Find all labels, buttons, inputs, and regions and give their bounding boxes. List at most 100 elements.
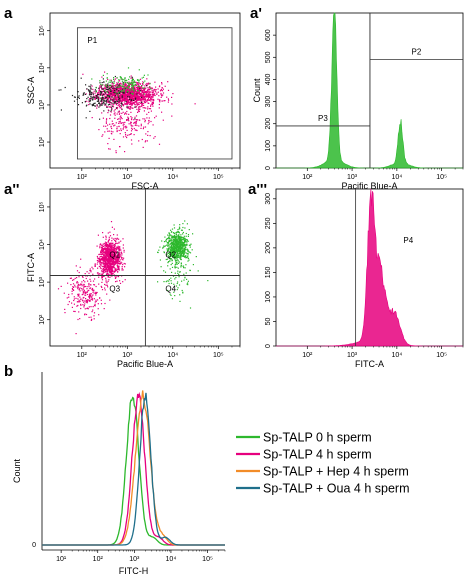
scatter-point bbox=[122, 78, 124, 80]
scatter-point bbox=[93, 298, 95, 300]
scatter-point bbox=[100, 100, 102, 102]
scatter-point bbox=[120, 261, 122, 263]
scatter-point bbox=[131, 77, 134, 79]
scatter-point bbox=[114, 247, 116, 250]
scatter-point bbox=[107, 87, 109, 89]
scatter-point bbox=[130, 75, 132, 77]
scatter-point bbox=[136, 98, 138, 100]
x-tick-label: 10³ bbox=[122, 352, 133, 359]
scatter-point bbox=[170, 243, 172, 245]
scatter-point bbox=[170, 254, 172, 256]
scatter-point bbox=[86, 104, 88, 106]
scatter-point bbox=[140, 88, 142, 90]
scatter-point bbox=[113, 228, 115, 230]
scatter-point bbox=[130, 125, 133, 127]
scatter-point bbox=[167, 245, 169, 247]
scatter-point bbox=[72, 286, 74, 288]
scatter-point bbox=[118, 258, 120, 260]
scatter-point bbox=[108, 106, 111, 108]
scatter-point bbox=[141, 104, 143, 106]
scatter-point bbox=[101, 255, 103, 258]
scatter-point bbox=[99, 247, 101, 249]
scatter-point bbox=[181, 240, 183, 242]
quadrant-label: Q3 bbox=[109, 285, 120, 294]
scatter-point bbox=[135, 104, 137, 106]
scatter-point bbox=[160, 89, 162, 91]
scatter-point bbox=[119, 118, 121, 120]
scatter-point bbox=[171, 298, 173, 300]
scatter-point bbox=[165, 258, 167, 261]
scatter-point bbox=[110, 86, 113, 88]
scatter-point bbox=[142, 118, 144, 120]
scatter-point bbox=[117, 96, 119, 98]
scatter-point bbox=[98, 89, 100, 91]
scatter-point bbox=[117, 88, 119, 90]
scatter-point bbox=[144, 80, 146, 82]
scatter-point bbox=[130, 91, 132, 93]
scatter-point bbox=[179, 255, 182, 257]
scatter-point bbox=[127, 94, 129, 96]
scatter-point bbox=[100, 263, 102, 265]
scatter-point bbox=[117, 259, 119, 261]
scatter-point bbox=[161, 111, 163, 113]
scatter-point bbox=[110, 104, 112, 106]
scatter-point bbox=[109, 91, 111, 94]
scatter-point bbox=[101, 274, 103, 276]
histogram-area bbox=[276, 188, 463, 347]
scatter-point bbox=[170, 248, 172, 250]
scatter-point bbox=[94, 265, 96, 267]
scatter-point bbox=[116, 130, 118, 133]
scatter-point bbox=[141, 96, 143, 98]
scatter-point bbox=[176, 256, 178, 258]
scatter-point bbox=[123, 90, 125, 92]
scatter-point bbox=[144, 95, 146, 97]
scatter-point bbox=[175, 262, 177, 264]
scatter-point bbox=[107, 263, 109, 265]
scatter-point bbox=[111, 105, 113, 107]
scatter-point bbox=[108, 252, 110, 254]
scatter-point bbox=[152, 105, 154, 107]
scatter-point bbox=[133, 87, 136, 89]
scatter-point bbox=[119, 146, 121, 148]
scatter-point bbox=[116, 100, 118, 102]
scatter-point bbox=[126, 91, 128, 93]
scatter-point bbox=[178, 239, 180, 241]
scatter-point bbox=[172, 254, 174, 256]
scatter-point bbox=[95, 95, 98, 97]
scatter-point bbox=[119, 96, 121, 98]
scatter-point bbox=[179, 246, 181, 248]
scatter-point bbox=[174, 258, 176, 260]
scatter-point bbox=[100, 93, 102, 95]
scatter-point bbox=[127, 67, 130, 69]
scatter-point bbox=[138, 87, 140, 89]
scatter-point bbox=[128, 82, 130, 84]
scatter-point bbox=[115, 152, 117, 154]
scatter-point bbox=[113, 234, 115, 236]
scatter-point bbox=[173, 243, 175, 246]
scatter-point bbox=[73, 299, 75, 302]
scatter-point bbox=[180, 247, 182, 249]
scatter-point bbox=[117, 104, 119, 106]
scatter-point bbox=[103, 262, 105, 265]
scatter-point bbox=[106, 260, 108, 262]
scatter-point bbox=[81, 294, 83, 296]
scatter-point bbox=[187, 257, 190, 260]
quadrant-label: Q2 bbox=[165, 251, 176, 260]
scatter-point bbox=[80, 283, 82, 285]
scatter-point bbox=[105, 102, 108, 104]
scatter-point bbox=[105, 104, 107, 106]
scatter-point bbox=[113, 100, 116, 102]
scatter-point bbox=[108, 257, 110, 260]
scatter-point bbox=[97, 273, 99, 275]
scatter-point bbox=[184, 276, 186, 278]
scatter-point bbox=[109, 123, 111, 125]
scatter-point bbox=[109, 276, 111, 278]
scatter-point bbox=[178, 273, 180, 276]
scatter-point bbox=[118, 113, 120, 115]
scatter-point bbox=[113, 78, 115, 80]
scatter-point bbox=[91, 105, 93, 107]
scatter-point bbox=[113, 125, 115, 127]
y-tick-label: 500 bbox=[265, 51, 272, 63]
scatter-point bbox=[82, 73, 84, 75]
scatter-point bbox=[124, 151, 126, 153]
